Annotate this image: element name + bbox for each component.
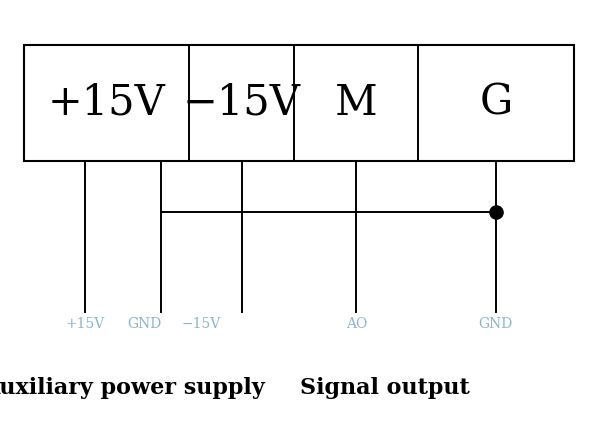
- Text: +15V: +15V: [48, 82, 166, 124]
- Text: Signal output: Signal output: [300, 377, 469, 399]
- Bar: [24, 45, 574, 161]
- Text: +15V: +15V: [66, 317, 105, 332]
- Point: [491, 209, 501, 215]
- Text: M: M: [335, 82, 377, 124]
- Text: GND: GND: [127, 317, 161, 332]
- Text: −15V: −15V: [183, 82, 300, 124]
- Text: G: G: [479, 82, 513, 124]
- Text: Auxiliary power supply: Auxiliary power supply: [0, 377, 264, 399]
- Text: −15V: −15V: [182, 317, 221, 332]
- Text: AO: AO: [346, 317, 367, 332]
- Text: GND: GND: [479, 317, 513, 332]
